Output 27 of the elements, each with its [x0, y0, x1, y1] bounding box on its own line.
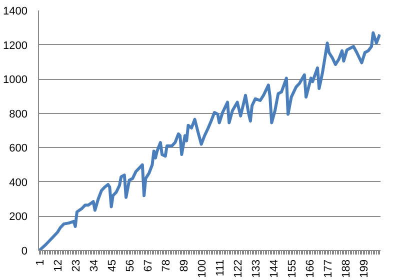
y-tick-label: 0	[21, 246, 28, 258]
x-tick-label: 78	[160, 259, 172, 272]
x-tick-label: 23	[70, 259, 82, 272]
x-tick-label: 89	[178, 259, 190, 272]
x-tick-label: 188	[340, 259, 352, 278]
y-tick-label: 1400	[3, 6, 28, 18]
y-tick-label: 200	[9, 211, 28, 224]
y-tick-label: 1200	[3, 40, 28, 52]
x-tick-label: 56	[124, 259, 136, 272]
y-tick-label: 600	[9, 142, 28, 155]
x-tick-label: 34	[88, 259, 100, 272]
x-tick-label: 122	[232, 259, 244, 278]
x-tick-label: 67	[142, 259, 154, 272]
x-tick-label: 133	[250, 259, 262, 278]
x-tick-label: 144	[268, 259, 280, 278]
x-tick-label: 1	[34, 259, 46, 266]
y-tick-label: 1000	[3, 74, 28, 86]
x-tick-label: 199	[358, 259, 370, 278]
x-tick-label: 177	[322, 259, 334, 278]
x-tick-label: 166	[304, 259, 316, 278]
x-tick-label: 45	[106, 259, 118, 272]
y-tick-label: 400	[9, 176, 28, 189]
x-tick-label: 155	[286, 259, 298, 278]
x-tick-label: 111	[214, 259, 226, 276]
x-tick-label: 100	[196, 259, 208, 278]
y-tick-label: 800	[9, 108, 28, 120]
x-tick-label: 12	[52, 259, 64, 272]
